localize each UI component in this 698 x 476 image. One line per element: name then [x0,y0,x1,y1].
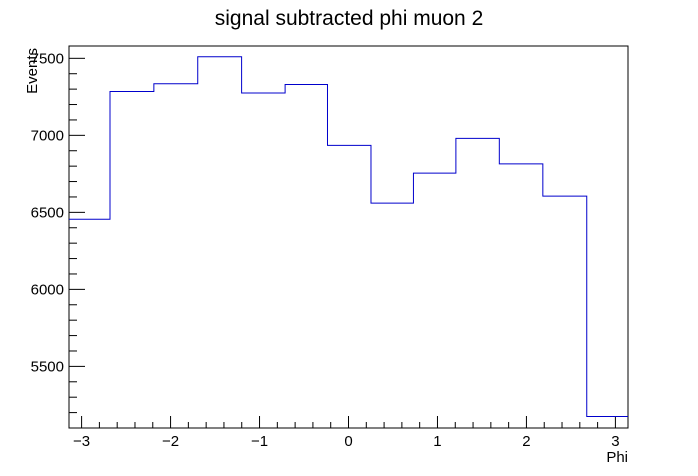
x-axis-title: Phi [606,449,628,466]
y-tick-label: 5500 [31,358,64,375]
x-axis-ticks [81,416,616,428]
x-tick-label: −2 [162,433,179,450]
y-axis-title: Events [24,48,41,94]
x-tick-label: −1 [251,433,268,450]
x-tick-label: 1 [433,433,441,450]
y-axis-tick-labels: 5500 6000 6500 7000 7500 [31,50,64,375]
y-tick-label: 6000 [31,281,64,298]
histogram-series-line [69,56,628,417]
chart-title: signal subtracted phi muon 2 [215,7,484,30]
x-axis-tick-labels: −3 −2 −1 0 1 2 3 [73,433,620,450]
x-tick-label: −3 [73,433,90,450]
y-axis-ticks [69,57,85,429]
x-tick-label: 3 [611,433,619,450]
x-tick-label: 2 [522,433,530,450]
y-tick-label: 6500 [31,204,64,221]
y-tick-label: 7000 [31,127,64,144]
y-tick-label: 7500 [31,50,64,67]
x-tick-label: 0 [344,433,352,450]
plot-frame [68,45,629,429]
